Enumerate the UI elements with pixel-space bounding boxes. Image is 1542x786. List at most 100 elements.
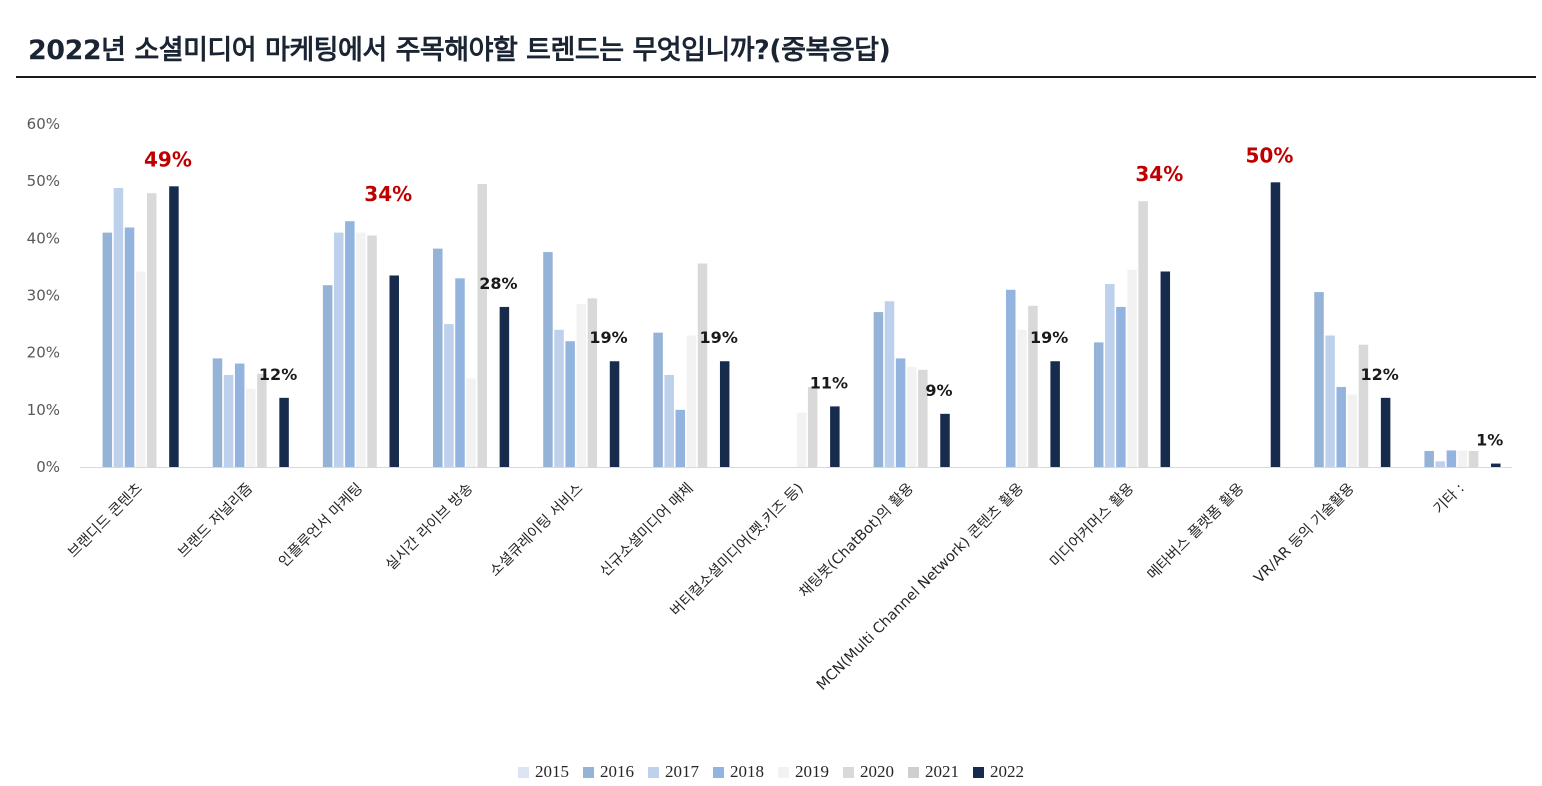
bar-2019: [356, 232, 366, 467]
bar-2016: [1093, 342, 1104, 467]
data-label: 19%: [1030, 328, 1068, 347]
legend-swatch: [713, 766, 724, 778]
bar-2022: [830, 406, 840, 467]
legend-swatch: [648, 766, 659, 778]
legend-swatch: [908, 766, 919, 778]
bar-2022: [940, 413, 950, 467]
data-label: 50%: [1246, 143, 1294, 167]
bar-2022: [1380, 397, 1391, 467]
legend-item: 2020: [843, 762, 894, 782]
bar-2019: [1127, 269, 1137, 467]
y-tick-label: 0%: [36, 458, 60, 476]
bar-2016: [212, 358, 223, 467]
title-divider: [16, 76, 1536, 78]
bar-2018: [1006, 289, 1016, 467]
legend-swatch: [518, 766, 529, 778]
bar-2020: [1028, 305, 1038, 467]
legend-label: 2017: [665, 762, 699, 781]
category-label: 기타 :: [1430, 480, 1468, 518]
bar-2017: [1325, 335, 1335, 467]
legend-label: 2022: [990, 762, 1024, 781]
bar-2018: [345, 221, 355, 467]
bar-2019: [796, 412, 807, 467]
bar-2022: [1050, 361, 1060, 467]
bar-2019: [246, 388, 256, 467]
data-label: 19%: [700, 328, 738, 347]
bar-2022: [279, 397, 289, 467]
bar-2018: [1336, 386, 1346, 467]
category-label: 소셜큐레이팅 서비스: [486, 480, 586, 580]
bar-2022: [389, 275, 399, 467]
data-label: 12%: [1360, 365, 1398, 384]
bar-2017: [113, 188, 124, 467]
bar-2020: [1138, 201, 1148, 468]
legend-item: 2021: [908, 762, 959, 782]
bar-2016: [653, 332, 663, 467]
bar-2020: [697, 263, 708, 467]
y-tick-label: 60%: [27, 115, 60, 133]
bar-2016: [873, 312, 884, 467]
bar-2020: [367, 235, 377, 467]
bar-2016: [322, 285, 333, 467]
bar-2020: [1468, 450, 1479, 467]
bar-2022: [1270, 182, 1281, 467]
category-label: MCN(Multi Channel Network) 콘텐츠 활용: [813, 480, 1027, 694]
legend-label: 2020: [860, 762, 894, 781]
legend-item: 2017: [648, 762, 699, 782]
bar-2019: [1017, 329, 1027, 467]
bar-2017: [554, 329, 564, 467]
bar-2020: [146, 193, 157, 467]
bar-2017: [223, 374, 234, 467]
bar-2016: [543, 252, 553, 467]
bar-2017: [884, 301, 895, 467]
category-label: 실시간 라이브 방송: [382, 480, 476, 574]
bar-2020: [477, 184, 487, 467]
bar-2020: [257, 373, 267, 467]
chart-title: 2022년 소셜미디어 마케팅에서 주목해야할 트렌드는 무엇입니까?(중복응답…: [28, 35, 891, 66]
bar-2019: [686, 335, 697, 467]
data-label: 34%: [1135, 162, 1183, 186]
bar-2019: [576, 304, 586, 467]
bar-chart: 0% 10% 20% 30% 40% 50% 60% 브랜디드 콘텐츠 브랜드 저널리즘 인플루언…: [27, 115, 1512, 694]
category-label: 인플루언서 마케팅: [275, 480, 366, 571]
bar-2020: [1358, 344, 1369, 467]
data-label: 28%: [479, 274, 517, 293]
data-label: 19%: [589, 328, 627, 347]
bar-2022: [499, 306, 510, 467]
bar-2017: [664, 374, 674, 467]
bar-2022: [609, 361, 620, 467]
category-label: VR/AR 등의 기술활용: [1251, 480, 1358, 587]
legend-item: 2016: [583, 762, 634, 782]
bar-2022: [1491, 463, 1501, 467]
bar-2019: [466, 378, 476, 467]
data-label: 49%: [144, 147, 192, 171]
data-label: 34%: [364, 182, 412, 206]
legend-swatch: [583, 766, 594, 778]
legend-item: 2019: [778, 762, 829, 782]
category-label: 브랜드 저널리즘: [175, 480, 256, 561]
y-tick-label: 30%: [27, 287, 60, 305]
chart-legend: 2015 2016 2017 2018 2019 2020 2021 2022: [0, 762, 1542, 782]
y-tick-label: 40%: [27, 229, 60, 247]
legend-swatch: [973, 766, 984, 778]
legend-item: 2022: [973, 762, 1024, 782]
bar-2018: [1116, 306, 1126, 467]
category-label: 신규소셜미디어 매체: [596, 480, 696, 580]
legend-item: 2018: [713, 762, 764, 782]
bar-2022: [1160, 271, 1171, 467]
bar-2017: [444, 324, 454, 467]
bar-2017: [1105, 284, 1115, 467]
bar-2019: [906, 366, 917, 467]
category-label: 미디어커머스 활용: [1047, 480, 1138, 571]
bar-2016: [102, 232, 113, 467]
legend-label: 2021: [925, 762, 959, 781]
legend-swatch: [843, 766, 854, 778]
data-label: 9%: [925, 381, 952, 400]
legend-label: 2019: [795, 762, 829, 781]
bar-2020: [918, 369, 928, 467]
bar-2019: [1457, 450, 1468, 467]
y-tick-label: 50%: [27, 172, 60, 190]
data-label: 11%: [810, 373, 848, 392]
y-tick-label: 20%: [27, 344, 60, 362]
bar-2018: [124, 227, 135, 467]
